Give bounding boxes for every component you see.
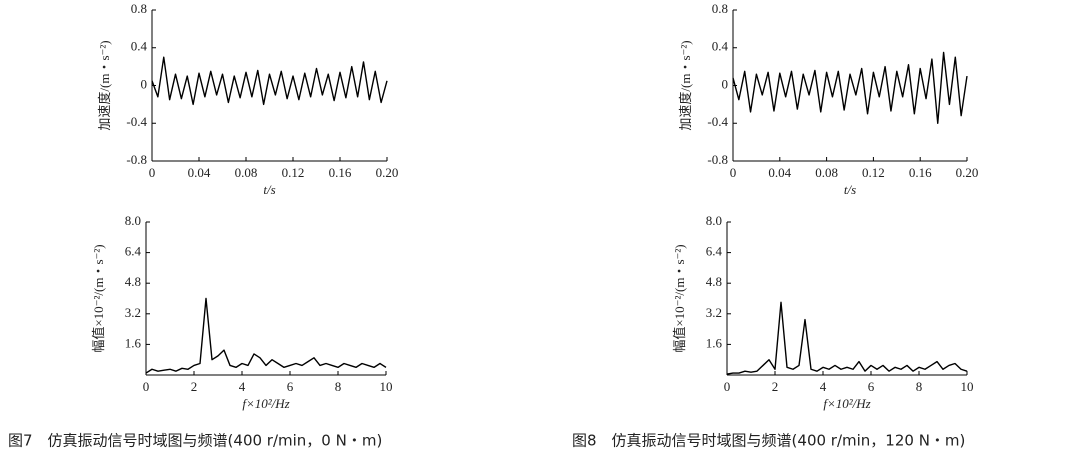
x-tick-label: 2 xyxy=(191,379,198,394)
y-tick-label: 0.4 xyxy=(131,39,148,54)
y-tick-label: 1.6 xyxy=(706,335,723,350)
y-tick-label: 4.8 xyxy=(706,274,722,289)
y-tick-label: -0.8 xyxy=(707,152,728,167)
x-tick-label: 0.20 xyxy=(956,165,979,180)
x-axis-label: f×10²/Hz xyxy=(823,396,870,411)
y-tick-label: 0 xyxy=(141,76,148,91)
x-tick-label: 0 xyxy=(730,165,737,180)
x-tick-label: 0.16 xyxy=(909,165,932,180)
y-axis-label: 加速度/(m・s⁻²) xyxy=(678,40,693,130)
x-tick-label: 0 xyxy=(149,165,156,180)
x-tick-label: 0 xyxy=(143,379,150,394)
y-tick-label: 0.8 xyxy=(712,1,728,16)
x-tick-label: 0.04 xyxy=(768,165,791,180)
x-tick-label: 4 xyxy=(239,379,246,394)
x-tick-label: 0.08 xyxy=(235,165,258,180)
x-tick-label: 0 xyxy=(724,379,731,394)
y-tick-label: 3.2 xyxy=(125,305,141,320)
x-axis-label: t/s xyxy=(844,182,856,197)
y-axis-label: 幅值×10⁻²/(m・s⁻²) xyxy=(91,244,106,352)
x-tick-label: 10 xyxy=(380,379,393,394)
y-tick-label: 6.4 xyxy=(125,244,142,259)
x-axis-label: t/s xyxy=(263,182,275,197)
x-tick-label: 0.20 xyxy=(376,165,399,180)
y-tick-label: 8.0 xyxy=(125,213,141,228)
y-tick-label: 6.4 xyxy=(706,244,723,259)
y-tick-label: 0 xyxy=(722,76,729,91)
x-tick-label: 0.08 xyxy=(815,165,838,180)
signal-line xyxy=(732,51,968,124)
y-tick-label: 8.0 xyxy=(706,213,722,228)
x-tick-label: 8 xyxy=(916,379,923,394)
y-tick-label: -0.8 xyxy=(126,152,147,167)
x-tick-label: 2 xyxy=(772,379,779,394)
signal-line xyxy=(726,301,968,375)
x-tick-label: 0.16 xyxy=(329,165,352,180)
y-tick-label: 0.8 xyxy=(131,1,147,16)
y-tick-label: -0.4 xyxy=(707,114,728,129)
x-axis-label: f×10²/Hz xyxy=(242,396,289,411)
y-tick-label: 4.8 xyxy=(125,274,141,289)
x-tick-label: 0.12 xyxy=(862,165,885,180)
y-tick-label: 3.2 xyxy=(706,305,722,320)
x-tick-label: 0.04 xyxy=(188,165,211,180)
caption: 图8 仿真振动信号时域图与频谱(400 r/min，120 N・m) xyxy=(572,432,965,450)
x-tick-label: 8 xyxy=(335,379,342,394)
y-tick-label: 0.4 xyxy=(712,39,729,54)
x-tick-label: 0.12 xyxy=(282,165,305,180)
y-axis-label: 加速度/(m・s⁻²) xyxy=(97,40,112,130)
y-tick-label: 1.6 xyxy=(125,335,142,350)
y-axis-label: 幅值×10⁻²/(m・s⁻²) xyxy=(672,244,687,352)
x-tick-label: 4 xyxy=(820,379,827,394)
y-tick-label: -0.4 xyxy=(126,114,147,129)
x-tick-label: 10 xyxy=(961,379,974,394)
signal-line xyxy=(151,56,388,106)
x-tick-label: 6 xyxy=(868,379,875,394)
caption: 图7 仿真振动信号时域图与频谱(400 r/min，0 N・m) xyxy=(8,432,382,450)
signal-line xyxy=(145,297,387,374)
x-tick-label: 6 xyxy=(287,379,294,394)
